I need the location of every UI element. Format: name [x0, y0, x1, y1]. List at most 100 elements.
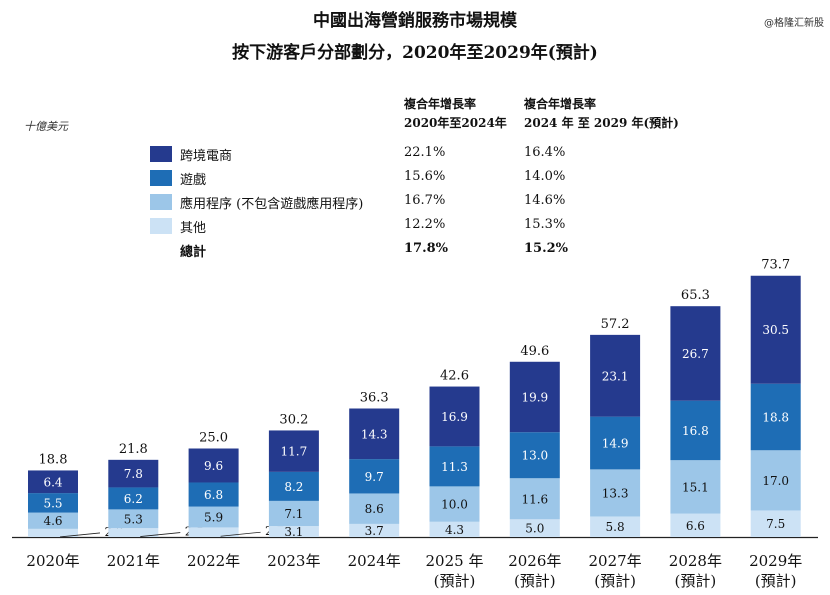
category-label: (預計) — [755, 572, 797, 590]
data-label: 6.4 — [43, 475, 62, 489]
data-label: 3.7 — [365, 524, 384, 538]
leader-line — [140, 532, 181, 537]
data-label: 11.7 — [281, 445, 308, 459]
data-label: 23.1 — [602, 369, 629, 383]
bar-segment — [108, 459, 159, 488]
bar-segment — [188, 506, 239, 528]
data-label: 6.6 — [686, 519, 705, 533]
bar-segment — [590, 334, 641, 417]
data-label: 14.3 — [361, 427, 388, 441]
watermark: @格隆汇新股 — [764, 18, 824, 29]
data-label: 9.6 — [204, 459, 223, 473]
cagr-header-2024-2029-line1: 複合年增長率 — [524, 97, 597, 111]
category-label: 2027年 — [589, 552, 642, 570]
data-label: 7.1 — [284, 507, 303, 521]
bar-segment — [750, 275, 801, 384]
data-label: 15.1 — [682, 480, 709, 494]
legend-cagr-2024-2029: 15.2% — [524, 241, 569, 256]
data-label: 5.8 — [606, 520, 625, 534]
bar-segment — [429, 446, 480, 487]
data-label: 4.3 — [445, 523, 464, 537]
data-label: 5.5 — [43, 496, 62, 510]
data-label: 14.9 — [602, 437, 629, 451]
bar-segment — [349, 408, 400, 460]
bar-segment — [108, 528, 159, 537]
bar-segment — [670, 306, 721, 401]
category-label: 2029年 — [749, 552, 802, 570]
legend-cagr-2020-2024: 17.8% — [404, 241, 449, 256]
legend-label: 遊戲 — [180, 173, 207, 188]
category-label: (預計) — [434, 572, 476, 590]
legend-cagr-2020-2024: 12.2% — [404, 217, 446, 232]
total-label: 42.6 — [440, 369, 469, 384]
legend-label: 其他 — [180, 221, 207, 236]
bar-segment — [590, 416, 641, 470]
total-label: 65.3 — [681, 288, 710, 303]
category-label: 2023年 — [267, 552, 320, 570]
total-label: 21.8 — [119, 442, 148, 457]
leader-line — [220, 531, 261, 537]
bar-segment — [509, 432, 560, 479]
chart-subtitle: 按下游客戶分部劃分，2020年至2029年(預計) — [232, 43, 598, 63]
bar-segment — [750, 510, 801, 537]
bar-segment — [108, 487, 159, 510]
legend-cagr-2024-2029: 16.4% — [524, 145, 566, 160]
chart-title: 中國出海營銷服務市場規模 — [313, 11, 517, 31]
cagr-header-2020-2024-line1: 複合年增長率 — [404, 97, 477, 111]
data-label: 7.5 — [766, 517, 785, 531]
category-label: 2026年 — [508, 552, 561, 570]
data-label: 6.2 — [124, 492, 143, 506]
legend-label: 跨境電商 — [180, 149, 233, 164]
legend-swatch — [150, 218, 172, 234]
data-label: 11.3 — [441, 460, 468, 474]
bar-segment — [268, 430, 319, 472]
legend-label: 應用程序 (不包含遊戲應用程序) — [180, 197, 364, 212]
data-label: 18.8 — [762, 410, 789, 424]
legend-cagr-2020-2024: 22.1% — [404, 145, 446, 160]
bar-segment — [509, 361, 560, 433]
bar-segment — [590, 516, 641, 537]
bar-segment — [429, 486, 480, 522]
total-label: 49.6 — [520, 344, 549, 359]
bar-segment — [349, 523, 400, 537]
data-label: 5.0 — [525, 522, 544, 536]
legend-label: 總計 — [180, 245, 207, 260]
category-label: (預計) — [675, 572, 717, 590]
category-label: 2021年 — [107, 552, 160, 570]
data-label: 6.8 — [204, 488, 223, 502]
category-label: (預計) — [514, 572, 556, 590]
data-label: 16.8 — [682, 424, 709, 438]
data-label: 10.0 — [441, 498, 468, 512]
bar-segment — [28, 512, 78, 529]
data-label: 3.1 — [284, 525, 303, 539]
bar-segment — [590, 469, 641, 517]
bar-segment — [429, 386, 480, 447]
legend-swatch — [150, 170, 172, 186]
total-label: 57.2 — [601, 317, 630, 332]
bar-segment — [268, 500, 319, 527]
cagr-header-2024-2029: 複合年增長率 2024 年 至 2029 年(預計) — [524, 95, 679, 133]
bar-segment — [188, 527, 239, 537]
bar-segment — [268, 526, 319, 537]
total-label: 25.0 — [199, 431, 228, 446]
data-label: 8.6 — [365, 502, 384, 516]
data-label: 5.9 — [204, 510, 223, 524]
bar-segment — [750, 450, 801, 511]
category-label: 2020年 — [26, 552, 79, 570]
bar-segment — [670, 513, 721, 537]
bar-segment — [28, 528, 78, 537]
cagr-header-2020-2024-line2: 2020年至2024年 — [404, 116, 507, 130]
data-label: 9.7 — [365, 470, 384, 484]
bar-segment — [28, 493, 78, 513]
total-label: 30.2 — [279, 412, 308, 427]
bar-segment — [349, 459, 400, 494]
data-label: 5.3 — [124, 512, 143, 526]
legend-cagr-2024-2029: 15.3% — [524, 217, 566, 232]
data-label: 4.6 — [43, 514, 62, 528]
bar-segment — [670, 460, 721, 514]
data-label: 13.3 — [602, 486, 629, 500]
data-label: 11.6 — [521, 492, 548, 506]
legend-cagr-2020-2024: 15.6% — [404, 169, 446, 184]
bar-segment — [108, 509, 159, 529]
